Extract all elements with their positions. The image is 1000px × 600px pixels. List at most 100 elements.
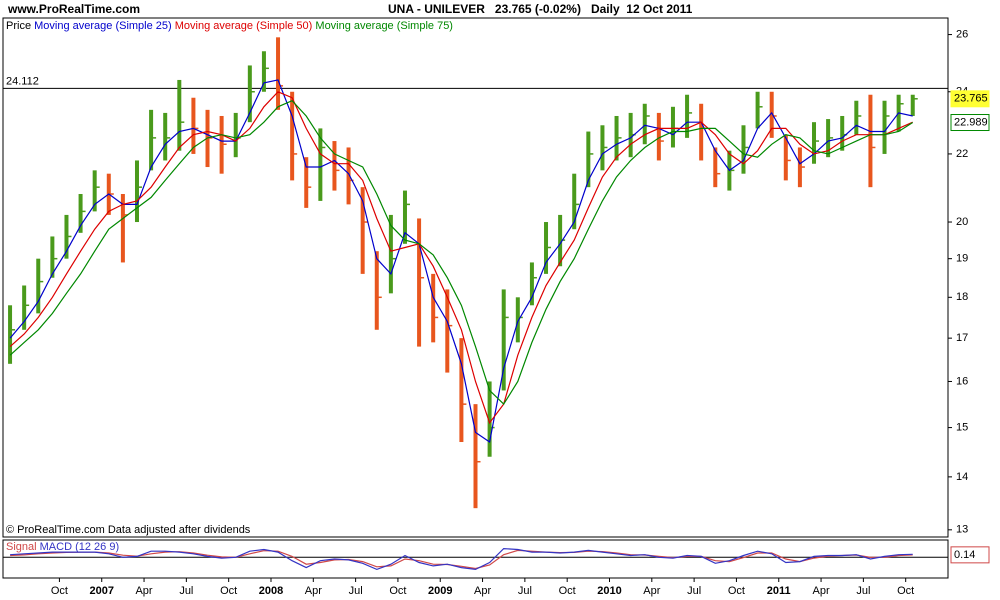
price-range-bar bbox=[769, 91, 774, 138]
price-range-bar bbox=[501, 289, 506, 391]
price-range-bar bbox=[149, 109, 154, 171]
x-tick-label: Jul bbox=[856, 585, 870, 597]
price-range-bar bbox=[374, 251, 379, 330]
price-range-bar bbox=[417, 218, 422, 347]
x-tick-label: Apr bbox=[643, 585, 660, 597]
price-range-bar bbox=[177, 79, 182, 151]
series-line bbox=[10, 549, 913, 570]
price-range-bar bbox=[233, 112, 238, 158]
x-tick-label: Oct bbox=[559, 585, 576, 597]
x-tick-label: Jul bbox=[349, 585, 363, 597]
x-tick-label: Apr bbox=[305, 585, 322, 597]
x-tick-label: Oct bbox=[389, 585, 406, 597]
x-tick-label: Apr bbox=[812, 585, 829, 597]
x-tick-label: Jul bbox=[518, 585, 532, 597]
y-tick-label: 13 bbox=[956, 524, 968, 536]
price-range-bar bbox=[755, 91, 760, 129]
price-range-bar bbox=[92, 170, 97, 212]
price-range-bar bbox=[586, 131, 591, 188]
reference-label: 24.112 bbox=[6, 75, 39, 87]
price-range-bar bbox=[78, 194, 83, 233]
price-range-bar bbox=[318, 128, 323, 201]
x-tick-label: Apr bbox=[135, 585, 152, 597]
price-range-bar bbox=[22, 285, 27, 330]
last-value-box bbox=[950, 546, 990, 564]
price-range-bar bbox=[656, 112, 661, 161]
price-range-bar bbox=[572, 173, 577, 230]
y-tick-label: 15 bbox=[956, 421, 968, 433]
last-value-box bbox=[950, 90, 990, 108]
series-line bbox=[9, 79, 913, 444]
legend-entry: Price bbox=[6, 20, 31, 32]
price-range-bar bbox=[120, 194, 125, 263]
price-range-bar bbox=[276, 37, 281, 110]
price-range-bar bbox=[346, 147, 351, 205]
chart-title: UNA - UNILEVER 23.765 (-0.02%) Daily 12 … bbox=[388, 2, 693, 16]
series-line bbox=[9, 99, 914, 406]
y-tick-label: 19 bbox=[956, 253, 968, 265]
price-range-bar bbox=[191, 97, 196, 154]
price-range-bar bbox=[812, 122, 817, 164]
x-tick-label: 2011 bbox=[767, 585, 791, 597]
x-tick-label: Jul bbox=[179, 585, 193, 597]
price-range-bar bbox=[402, 190, 407, 244]
last-value-label: 22.989 bbox=[954, 116, 988, 128]
x-tick-label: 2010 bbox=[597, 585, 621, 597]
series-line bbox=[10, 547, 913, 571]
price-range-bar bbox=[854, 100, 859, 135]
price-range-bar bbox=[290, 91, 295, 181]
legend: Signal MACD (12 26 9) bbox=[6, 541, 119, 553]
price-range-bar bbox=[163, 112, 168, 161]
price-range-bar bbox=[529, 262, 534, 306]
y-tick-label: 26 bbox=[956, 28, 968, 40]
series-line bbox=[9, 91, 913, 425]
price-range-bar bbox=[50, 236, 55, 278]
x-tick-label: Oct bbox=[220, 585, 237, 597]
x-tick-label: 2008 bbox=[259, 585, 283, 597]
y-tick-label: 14 bbox=[956, 471, 968, 483]
price-range-bar bbox=[360, 187, 365, 274]
price-range-bar bbox=[910, 94, 915, 116]
price-range-bar bbox=[868, 94, 873, 188]
price-range-bar bbox=[642, 103, 647, 145]
y-tick-label: 18 bbox=[956, 291, 968, 303]
price-panel bbox=[2, 17, 949, 538]
price-range-bar bbox=[459, 338, 464, 443]
site-name: www.ProRealTime.com bbox=[7, 2, 140, 16]
footnote: © ProRealTime.com Data adjusted after di… bbox=[6, 524, 251, 536]
price-range-bar bbox=[699, 103, 704, 161]
price-range-bar bbox=[134, 160, 139, 223]
legend: Price Moving average (Simple 25) Moving … bbox=[6, 20, 453, 32]
price-range-bar bbox=[882, 100, 887, 154]
x-tick-label: Oct bbox=[897, 585, 914, 597]
price-range-bar bbox=[713, 147, 718, 188]
price-range-bar bbox=[445, 289, 450, 373]
last-value-label: 23.765 bbox=[954, 93, 988, 105]
price-range-bar bbox=[431, 273, 436, 343]
y-tick-label: 17 bbox=[956, 332, 968, 344]
y-tick-label: 16 bbox=[956, 375, 968, 387]
last-value-box bbox=[950, 114, 990, 132]
y-tick-label: 20 bbox=[956, 216, 968, 228]
price-range-bar bbox=[670, 106, 675, 148]
price-range-bar bbox=[8, 305, 13, 364]
price-range-bar bbox=[487, 381, 492, 457]
price-range-bar bbox=[247, 65, 252, 123]
legend-entry: Moving average (Simple 50) bbox=[175, 20, 313, 32]
x-tick-label: Oct bbox=[51, 585, 68, 597]
macd-panel bbox=[2, 539, 949, 579]
price-range-bar bbox=[515, 297, 520, 343]
x-tick-label: Apr bbox=[474, 585, 491, 597]
x-tick-label: Jul bbox=[687, 585, 701, 597]
price-range-bar bbox=[685, 94, 690, 138]
price-range-bar bbox=[388, 214, 393, 294]
price-range-bar bbox=[840, 115, 845, 151]
price-range-bar bbox=[36, 258, 41, 314]
x-tick-label: 2007 bbox=[89, 585, 113, 597]
x-tick-label: Oct bbox=[728, 585, 745, 597]
price-range-bar bbox=[473, 404, 478, 509]
legend-entry: Signal bbox=[6, 541, 37, 553]
price-range-bar bbox=[304, 157, 309, 208]
y-tick-label: 22 bbox=[956, 148, 968, 160]
